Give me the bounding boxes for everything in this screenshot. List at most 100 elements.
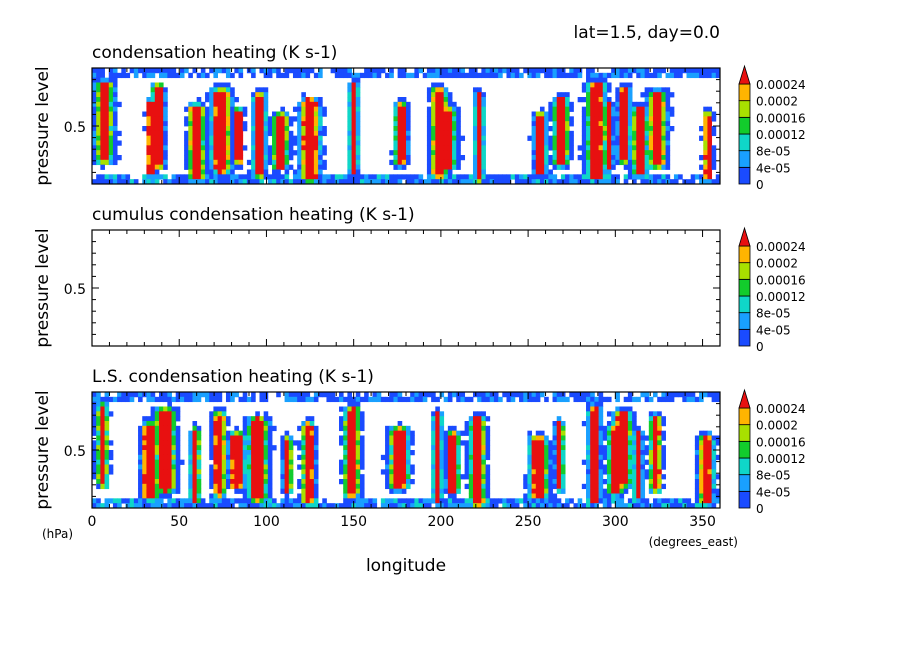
heatmap-cell [506,392,512,398]
heatmap-cell [351,459,357,465]
heatmap-cell [368,174,373,180]
heatmap-cell [452,121,457,127]
heatmap-cell [598,97,604,103]
heatmap-cell [276,126,281,132]
heatmap-cell [431,416,436,422]
heatmap-cell [196,97,202,103]
heatmap-cell [313,479,319,485]
heatmap-cell [167,72,172,79]
heatmap-cell [142,425,147,432]
heatmap-cell [188,464,193,470]
heatmap-cell [221,111,227,117]
heatmap-cell [439,164,445,170]
heatmap-cell [602,130,608,137]
heatmap-cell [234,454,239,461]
heatmap-cell [594,450,599,456]
heatmap-cell [435,469,440,475]
heatmap-cell [259,464,265,470]
heatmap-cell [146,479,152,485]
heatmap-cell [217,498,223,504]
heatmap-cell [167,396,172,403]
heatmap-cell [565,155,570,161]
heatmap-cell [544,174,549,180]
heatmap-cell [707,140,713,146]
heatmap-cell [276,130,281,137]
heatmap-cell [259,145,265,151]
heatmap-cell [406,498,411,504]
heatmap-cell [313,469,319,475]
heatmap-cell [694,445,700,451]
heatmap-cell [711,503,717,509]
heatmap-cell [627,498,633,504]
heatmap-cell [217,425,223,432]
heatmap-cell [255,503,260,509]
heatmap-cell [221,479,227,485]
heatmap-cell [355,145,361,151]
heatmap-cell [535,440,541,446]
heatmap-cell [552,498,558,504]
heatmap-cell [309,435,315,441]
heatmap-cell [121,68,126,74]
heatmap-cell [711,459,717,465]
heatmap-cell [259,155,265,161]
heatmap-cell [711,498,717,504]
heatmap-cell [548,106,553,112]
heatmap-cell [426,92,432,98]
heatmap-cell [431,440,436,446]
heatmap-cell [640,145,646,151]
heatmap-cell [703,498,708,504]
heatmap-cell [711,159,717,166]
heatmap-cell [569,101,574,108]
heatmap-cell [539,135,545,141]
heatmap-cell [355,82,361,88]
heatmap-cell [673,498,679,504]
heatmap-cell [92,155,97,161]
heatmap-cell [556,445,562,451]
heatmap-cell [251,121,256,127]
heatmap-cell [339,435,344,441]
heatmap-cell [615,474,620,480]
heatmap-cell [602,430,608,436]
heatmap-cell [598,130,604,137]
heatmap-cell [280,503,285,509]
heatmap-cell [431,450,436,456]
heatmap-cell [447,169,453,175]
heatmap-cell [406,72,411,79]
heatmap-cell [632,396,637,403]
heatmap-cell [627,169,633,175]
heatmap-cell [175,179,181,185]
heatmap-cell [284,454,290,461]
heatmap-cell [535,111,541,117]
heatmap-cell [234,159,239,166]
heatmap-cell [104,503,110,509]
heatmap-cell [418,68,424,74]
heatmap-cell [389,488,394,494]
heatmap-cell [594,164,599,170]
heatmap-cell [422,72,428,79]
heatmap-cell [703,488,708,494]
heatmap-cell [246,430,252,436]
heatmap-cell [171,396,177,403]
heatmap-cell [359,174,365,180]
heatmap-cell [292,503,298,509]
heatmap-cell [556,145,562,151]
heatmap-cell [653,435,658,441]
heatmap-cell [447,430,453,436]
heatmap-cell [196,392,202,398]
heatmap-cell [644,498,650,504]
heatmap-cell [477,111,482,117]
heatmap-cell [263,101,269,108]
heatmap-cell [644,179,650,185]
heatmap-cell [606,435,612,441]
x-ticks [91,392,721,508]
heatmap-cell [606,454,612,461]
heatmap-cell [435,164,440,170]
heatmap-cell [217,130,223,137]
heatmap-cell [288,464,294,470]
heatmap-cell [502,179,507,185]
heatmap-cell [313,464,319,470]
heatmap-cell [301,101,306,108]
heatmap-cell [644,145,650,151]
heatmap-cell [92,464,97,470]
heatmap-cell [205,126,210,132]
